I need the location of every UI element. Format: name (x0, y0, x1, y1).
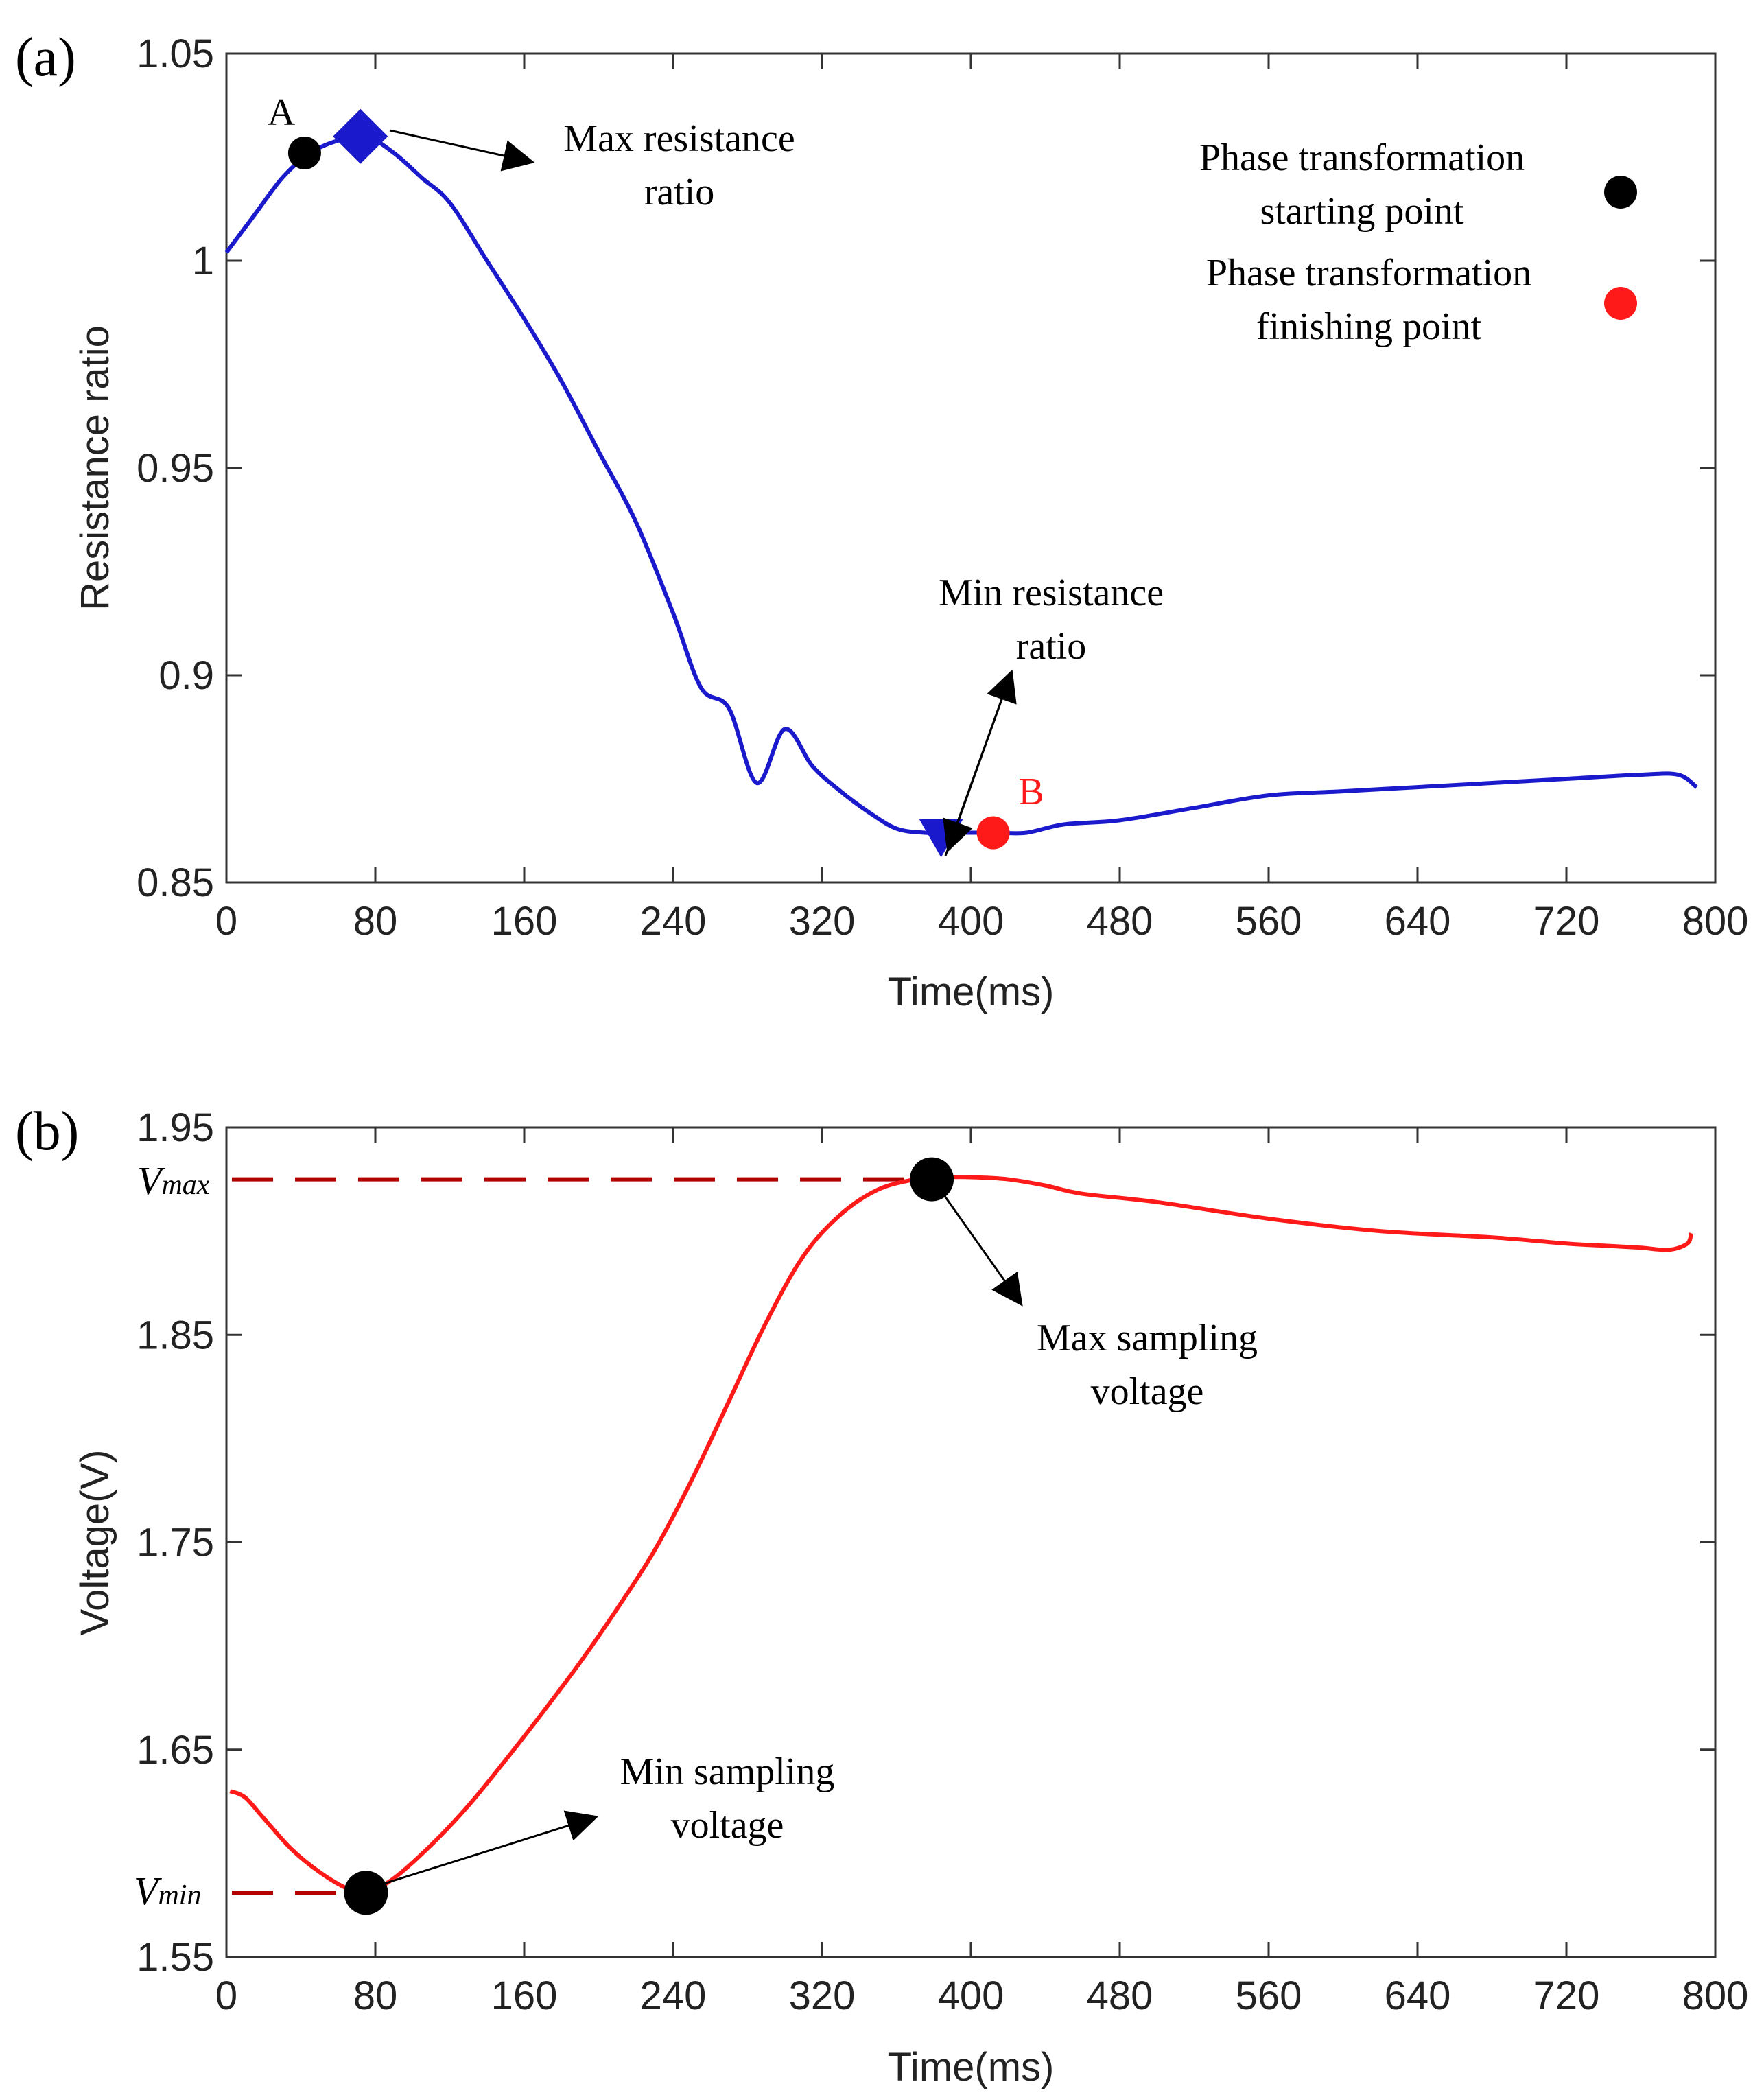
x-tick-label: 400 (938, 1974, 1004, 2018)
marker-B (976, 816, 1010, 850)
x-tick-label: 160 (491, 1974, 558, 2018)
y-tick-label: 0.9 (158, 653, 214, 698)
x-tick-label: 0 (215, 899, 237, 944)
annotation-min-voltage-line2: voltage (671, 1804, 784, 1847)
x-tick-label: 240 (640, 899, 707, 944)
legend-start-marker (1604, 176, 1637, 209)
annotation-min-voltage-line1: Min sampling (620, 1751, 835, 1793)
y-tick-label: 1.95 (137, 1105, 214, 1150)
series-line-voltage (229, 1175, 1693, 1896)
legend-finish-line1: Phase transformation (1206, 252, 1531, 294)
y-axis-label-a: Resistance ratio (73, 325, 117, 611)
y-tick-label: 0.95 (137, 446, 214, 491)
x-tick-label: 160 (491, 899, 558, 944)
chart-panel-b: (b) 1.55 1.65 1.75 1.85 1.95 0 80 160 240 320 400… (15, 1101, 1748, 2090)
legend-finish-marker (1604, 287, 1637, 320)
plot-area-b (225, 1126, 1717, 1958)
marker-max (333, 108, 388, 164)
x-tick-label: 80 (353, 899, 398, 944)
arrow-max-resistance (389, 129, 535, 172)
vmax-label: Vmax (137, 1158, 210, 1203)
chart-panel-a: (a) 0.85 0.9 0.95 1 1.05 0 80 160 240 320 400 480 5… (15, 27, 1748, 1014)
x-tick-label: 320 (789, 899, 856, 944)
x-axis-b: 0 80 160 240 320 400 480 560 640 720 800 (215, 1127, 1749, 2018)
annotation-min-resistance-line1: Min resistance (939, 572, 1164, 614)
y-tick-label: 1.75 (137, 1521, 214, 1565)
marker-vmax (910, 1157, 954, 1202)
x-tick-label: 320 (789, 1974, 856, 2018)
x-tick-label: 560 (1236, 1974, 1302, 2018)
x-tick-label: 720 (1533, 899, 1600, 944)
x-tick-label: 480 (1087, 1974, 1153, 2018)
x-tick-label: 720 (1533, 1974, 1600, 2018)
legend-a: Phase transformation starting point Phas… (1199, 137, 1637, 348)
legend-start-line2: starting point (1260, 190, 1464, 233)
y-axis-label-b: Voltage(V) (73, 1450, 117, 1636)
annotation-min-resistance-line2: ratio (1016, 625, 1087, 668)
marker-label-a: A (268, 91, 296, 134)
y-axis-a: 0.85 0.9 0.95 1 1.05 (137, 32, 1715, 905)
arrow-max-voltage (933, 1181, 1023, 1307)
x-tick-label: 400 (938, 899, 1004, 944)
y-tick-label: 1.85 (137, 1313, 214, 1357)
y-tick-label: 0.85 (137, 861, 214, 905)
x-tick-label: 640 (1385, 899, 1451, 944)
x-tick-label: 240 (640, 1974, 707, 2018)
x-tick-label: 640 (1385, 1974, 1451, 2018)
annotation-max-voltage-line1: Max sampling (1037, 1317, 1258, 1359)
arrow-min-voltage (377, 1810, 599, 1887)
x-tick-label: 480 (1087, 899, 1153, 944)
panel-label-a: (a) (15, 27, 76, 88)
markers-a (287, 108, 1010, 858)
x-tick-label: 0 (215, 1974, 237, 2018)
y-axis-b: 1.55 1.65 1.75 1.85 1.95 (137, 1105, 1715, 1980)
y-tick-label: 1.55 (137, 1935, 214, 1980)
y-tick-label: 1 (192, 239, 214, 283)
marker-A (287, 136, 321, 169)
x-tick-label: 80 (353, 1974, 398, 2018)
arrow-min-resistance-down (943, 672, 1013, 853)
x-axis-label-a: Time(ms) (888, 970, 1055, 1014)
x-tick-label: 560 (1236, 899, 1302, 944)
legend-start-line1: Phase transformation (1199, 137, 1525, 179)
x-tick-label: 800 (1682, 1974, 1749, 2018)
x-axis-a: 0 80 160 240 320 400 480 560 640 720 800 (215, 54, 1749, 944)
marker-label-b: B (1018, 771, 1044, 813)
markers-b (344, 1157, 954, 1915)
marker-vmin (344, 1871, 388, 1915)
annotation-max-resistance-line2: ratio (644, 171, 715, 213)
y-tick-label: 1.65 (137, 1728, 214, 1772)
panel-label-b: (b) (15, 1101, 79, 1162)
annotation-max-resistance-line1: Max resistance (563, 117, 795, 160)
annotation-max-voltage-line2: voltage (1091, 1370, 1204, 1413)
legend-finish-line2: finishing point (1256, 305, 1482, 348)
series-line-resistance (224, 133, 1698, 836)
x-axis-label-b: Time(ms) (888, 2045, 1055, 2090)
y-tick-label: 1.05 (137, 32, 214, 76)
x-tick-label: 800 (1682, 899, 1749, 944)
vmin-label: Vmin (134, 1869, 201, 1913)
